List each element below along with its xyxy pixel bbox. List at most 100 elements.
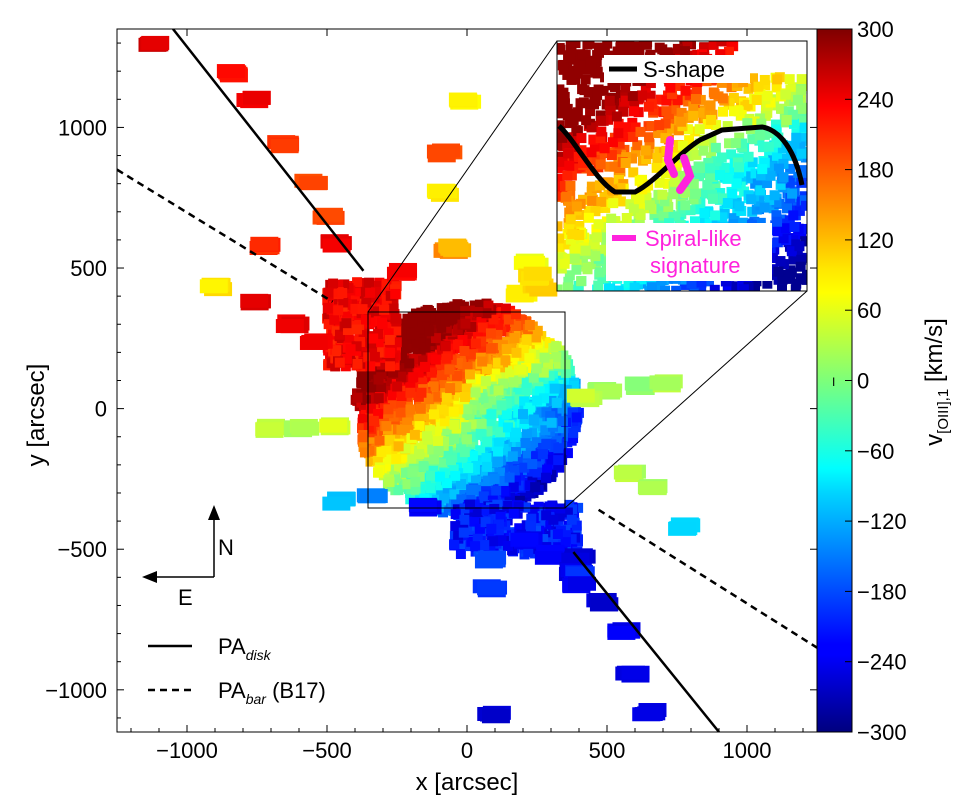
velocity-point bbox=[551, 341, 562, 352]
inset-velocity-point bbox=[723, 46, 734, 57]
velocity-point bbox=[334, 357, 345, 368]
velocity-point bbox=[541, 472, 552, 483]
inset-velocity-point bbox=[762, 278, 773, 289]
velocity-point bbox=[363, 277, 374, 288]
clump-point bbox=[481, 709, 510, 724]
outer-clump bbox=[632, 703, 667, 722]
velocity-point bbox=[373, 337, 384, 348]
inset-velocity-point bbox=[566, 74, 577, 85]
velocity-point bbox=[560, 530, 571, 541]
velocity-point bbox=[539, 393, 550, 404]
inset-velocity-point bbox=[707, 109, 718, 120]
velocity-point bbox=[372, 455, 383, 466]
inset-velocity-point bbox=[756, 118, 767, 129]
outer-clump bbox=[472, 579, 508, 598]
velocity-point bbox=[446, 355, 457, 366]
inset-velocity-point bbox=[615, 196, 626, 207]
inset-velocity-point bbox=[754, 113, 765, 124]
velocity-point bbox=[458, 527, 469, 538]
velocity-point bbox=[407, 468, 418, 479]
velocity-point bbox=[469, 516, 480, 527]
inset-velocity-point bbox=[557, 284, 563, 291]
inset-velocity-point bbox=[742, 99, 753, 110]
inset-velocity-point bbox=[750, 284, 761, 291]
velocity-point bbox=[367, 455, 378, 466]
inset-velocity-point bbox=[691, 149, 702, 160]
velocity-point bbox=[490, 513, 501, 524]
inset-velocity-point bbox=[676, 208, 687, 219]
inset-velocity-point bbox=[652, 152, 663, 163]
velocity-point bbox=[525, 488, 536, 499]
inset-velocity-point bbox=[796, 74, 807, 85]
velocity-point bbox=[561, 426, 572, 437]
velocity-point bbox=[479, 382, 490, 393]
inset-velocity-point bbox=[629, 282, 640, 291]
inset-velocity-point bbox=[759, 157, 770, 168]
inset-velocity-point bbox=[644, 200, 655, 211]
inset-velocity-point bbox=[592, 68, 603, 79]
inset-velocity-point bbox=[759, 74, 770, 85]
clump-point bbox=[299, 176, 328, 191]
velocity-point bbox=[404, 358, 415, 369]
velocity-point bbox=[456, 494, 467, 505]
velocity-point bbox=[511, 320, 522, 331]
inset-velocity-point bbox=[776, 282, 787, 291]
velocity-point bbox=[568, 427, 579, 438]
inset-velocity-point bbox=[658, 210, 669, 221]
inset-velocity-point bbox=[573, 61, 584, 72]
inset-velocity-point bbox=[660, 133, 671, 144]
velocity-field bbox=[322, 277, 584, 560]
velocity-point bbox=[367, 344, 378, 355]
velocity-point bbox=[531, 332, 542, 343]
velocity-point bbox=[555, 383, 566, 394]
inset-velocity-point bbox=[756, 170, 767, 181]
outer-clump bbox=[294, 173, 328, 191]
velocity-point bbox=[373, 408, 384, 419]
velocity-point bbox=[460, 318, 471, 329]
inset-velocity-point bbox=[738, 284, 749, 291]
inset-velocity-point bbox=[680, 85, 691, 96]
clump-point bbox=[299, 335, 328, 350]
inset-velocity-point bbox=[791, 132, 802, 143]
inset-velocity-point bbox=[711, 156, 722, 167]
inset-velocity-point bbox=[557, 252, 567, 263]
velocity-point bbox=[373, 374, 384, 385]
inset-velocity-point bbox=[771, 210, 782, 221]
outer-clump bbox=[613, 464, 646, 483]
velocity-point bbox=[522, 429, 533, 440]
velocity-point bbox=[531, 437, 542, 448]
inset-velocity-point bbox=[707, 193, 718, 204]
velocity-point bbox=[432, 436, 443, 447]
spiral-legend-label-line2: signature bbox=[650, 253, 741, 278]
velocity-point bbox=[474, 523, 485, 534]
inset-velocity-point bbox=[794, 241, 805, 252]
velocity-point bbox=[474, 299, 485, 310]
velocity-point bbox=[464, 477, 475, 488]
inset-velocity-point bbox=[604, 95, 615, 106]
north-arrow-icon bbox=[208, 505, 220, 520]
inset-velocity-point bbox=[620, 95, 631, 106]
inset-velocity-point bbox=[583, 212, 594, 223]
inset-velocity-point bbox=[682, 124, 693, 135]
velocity-point bbox=[448, 406, 459, 417]
inset-velocity-point bbox=[708, 41, 719, 50]
velocity-point bbox=[481, 505, 492, 516]
inset-velocity-point bbox=[788, 233, 799, 244]
velocity-point bbox=[417, 337, 428, 348]
velocity-point bbox=[501, 529, 512, 540]
velocity-point bbox=[402, 479, 413, 490]
velocity-point bbox=[541, 439, 552, 450]
velocity-point bbox=[461, 383, 472, 394]
inset-velocity-point bbox=[668, 189, 679, 200]
velocity-point bbox=[513, 327, 524, 338]
velocity-point bbox=[482, 436, 493, 447]
velocity-point bbox=[525, 480, 536, 491]
velocity-point bbox=[363, 422, 374, 433]
inset-velocity-point bbox=[614, 162, 625, 173]
inset-velocity-point bbox=[608, 198, 619, 209]
inset-velocity-point bbox=[792, 94, 803, 105]
inset-velocity-point bbox=[751, 95, 762, 106]
velocity-point bbox=[385, 347, 396, 358]
inset-velocity-point bbox=[628, 106, 639, 117]
inset-velocity-point bbox=[606, 213, 617, 224]
